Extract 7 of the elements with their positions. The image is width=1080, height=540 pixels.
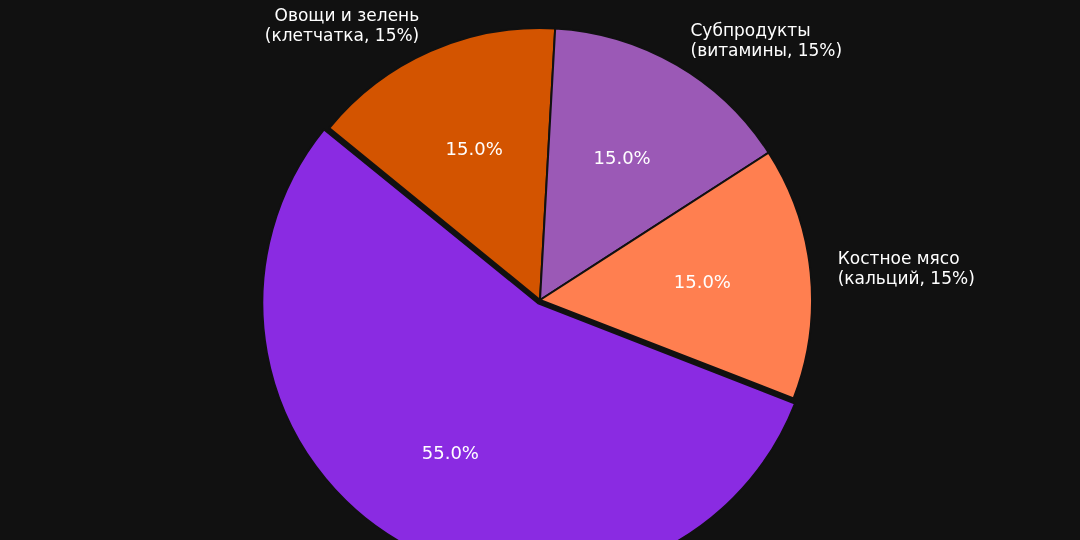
data-label: 15.0%: [445, 138, 503, 160]
slice-label: Костное мясо (кальций, 15%): [837, 248, 975, 289]
data-label: 55.0%: [421, 441, 479, 463]
data-label: 15.0%: [593, 146, 651, 168]
data-label: 15.0%: [673, 271, 731, 293]
slice-label: Овощи и зелень (клетчатка, 15%): [264, 4, 420, 45]
slice-label: Субпродукты (витамины, 15%): [690, 19, 843, 60]
